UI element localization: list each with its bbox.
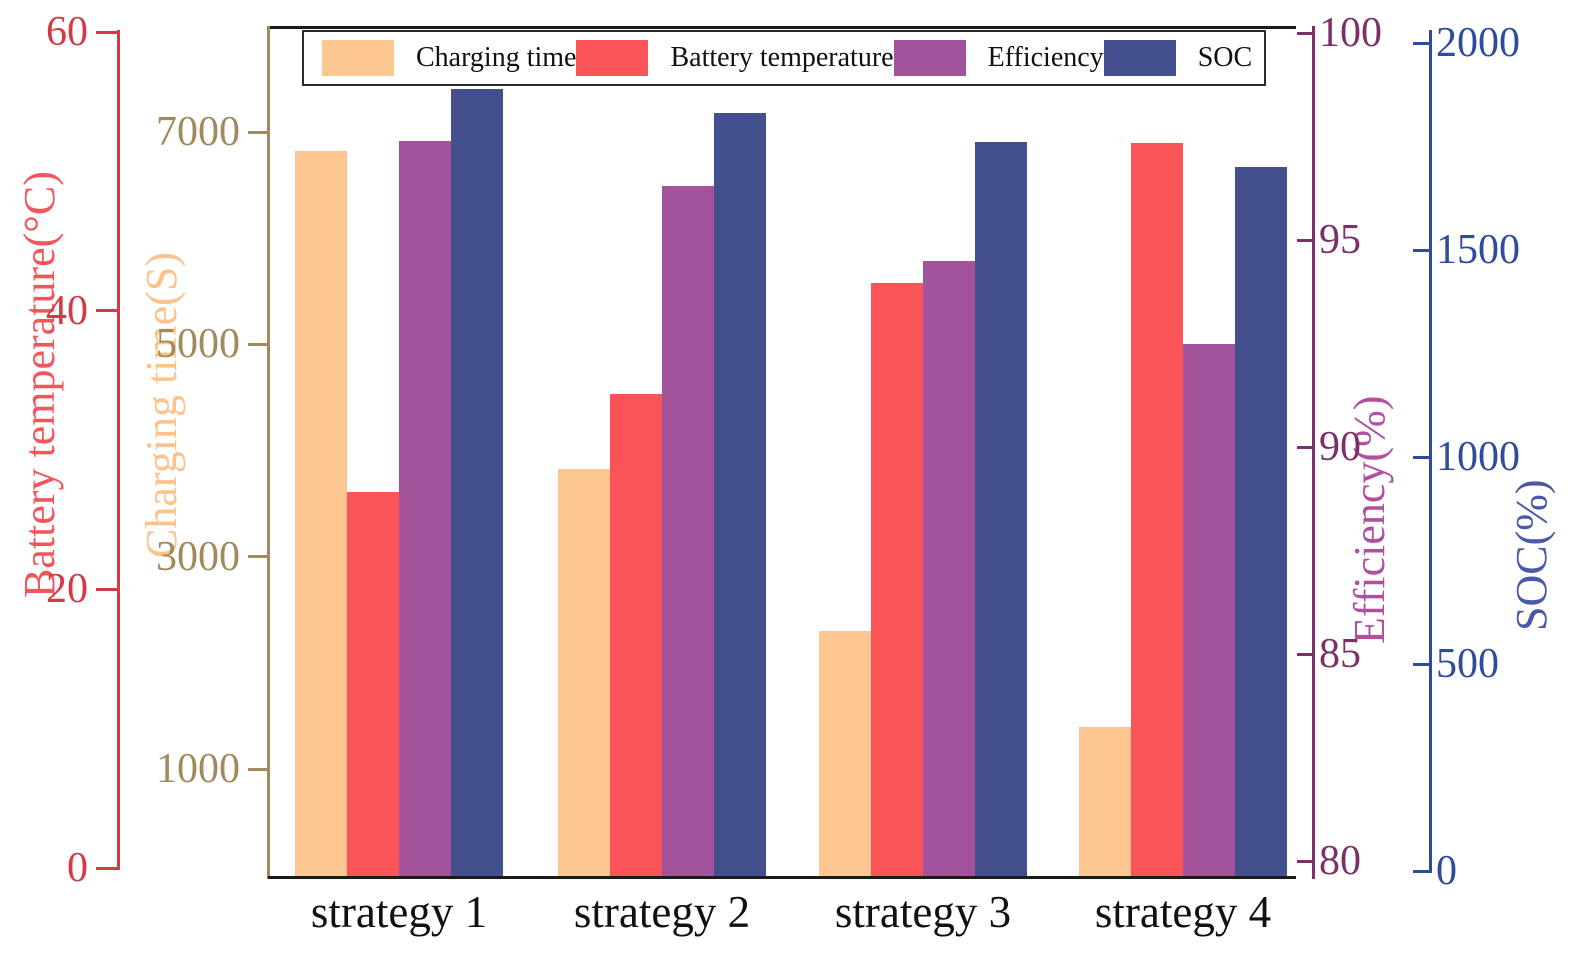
bar-soc-strategy-1 xyxy=(451,88,503,876)
legend-label: Battery temperature xyxy=(670,42,894,73)
axis-tick-efficiency-100 xyxy=(1297,31,1313,35)
axis-tick-soc-500 xyxy=(1413,662,1430,666)
axis-ticklabel-efficiency-80: 80 xyxy=(1319,838,1361,884)
legend-item-battery-temperature: Battery temperature xyxy=(576,40,894,76)
axis-tick-soc-1500 xyxy=(1413,248,1430,252)
axis-ticklabel-battery_temperature-20: 20 xyxy=(46,566,88,613)
axis-ticklabel-battery_temperature-60: 60 xyxy=(46,9,88,55)
axis-tick-soc-1000 xyxy=(1413,455,1430,459)
axis-ticklabel-soc-1000: 1000 xyxy=(1436,434,1520,480)
axis-ticklabel-efficiency-95: 95 xyxy=(1319,217,1361,263)
axis-title-charging-time: Charging time(S) xyxy=(137,252,186,558)
axis-ticklabel-efficiency-100: 100 xyxy=(1319,10,1382,56)
axis-tick-charging_time-3000 xyxy=(248,555,268,559)
axis-tick-battery_temperature-20 xyxy=(96,587,118,591)
legend-swatch-efficiency xyxy=(893,40,966,76)
legend-label: Efficiency xyxy=(987,42,1104,73)
bar-battery-temperature-strategy-3 xyxy=(871,282,923,876)
axis-tick-charging_time-1000 xyxy=(248,767,268,771)
legend-label: Charging time xyxy=(416,42,577,73)
legend-label: SOC xyxy=(1197,42,1253,73)
axis-ticklabel-charging_time-3000: 3000 xyxy=(156,533,240,580)
axis-ticklabel-battery_temperature-0: 0 xyxy=(67,845,88,891)
legend-item-efficiency: Efficiency xyxy=(893,40,1104,76)
bar-efficiency-strategy-1 xyxy=(399,140,451,876)
axis-tick-soc-2000 xyxy=(1413,41,1430,45)
axis-ticklabel-soc-500: 500 xyxy=(1436,641,1499,687)
axis-ticklabel-charging_time-5000: 5000 xyxy=(156,321,240,368)
axis-ticklabel-soc-1500: 1500 xyxy=(1436,227,1520,273)
bar-charging-time-strategy-1 xyxy=(295,151,347,876)
category-label-strategy-1: strategy 1 xyxy=(310,887,488,937)
axis-spine-charging_time xyxy=(266,26,270,879)
axis-tick-soc-0 xyxy=(1413,869,1430,873)
axis-spine-efficiency xyxy=(1311,26,1315,879)
bar-soc-strategy-3 xyxy=(975,142,1027,876)
category-label-strategy-4: strategy 4 xyxy=(1094,887,1272,937)
bar-charging-time-strategy-4 xyxy=(1079,726,1131,876)
bar-battery-temperature-strategy-4 xyxy=(1131,143,1183,876)
legend-swatch-soc xyxy=(1103,40,1176,76)
legend-item-soc: SOC xyxy=(1103,40,1253,76)
axis-ticklabel-battery_temperature-40: 40 xyxy=(46,287,88,334)
axis-tick-efficiency-90 xyxy=(1297,445,1313,449)
axis-tick-efficiency-85 xyxy=(1297,652,1313,656)
bar-charging-time-strategy-2 xyxy=(558,468,610,876)
axis-spine-battery_temperature xyxy=(116,30,120,870)
axis-ticklabel-soc-0: 0 xyxy=(1436,848,1457,894)
plot-frame-bottom xyxy=(268,876,1296,879)
legend-swatch-charging-time xyxy=(322,40,394,76)
bar-battery-temperature-strategy-1 xyxy=(347,491,399,876)
plot-frame-top xyxy=(268,26,1296,29)
axis-ticklabel-soc-2000: 2000 xyxy=(1436,20,1520,66)
axis-tick-efficiency-95 xyxy=(1297,238,1313,242)
axis-tick-battery_temperature-0 xyxy=(96,866,118,870)
axis-title-efficiency: Efficiency(%) xyxy=(1345,395,1394,645)
axis-ticklabel-efficiency-85: 85 xyxy=(1319,631,1361,677)
axis-ticklabel-charging_time-7000: 7000 xyxy=(156,109,240,155)
category-label-strategy-2: strategy 2 xyxy=(573,887,751,937)
axis-spine-soc xyxy=(1428,30,1432,873)
bar-charging-time-strategy-3 xyxy=(819,630,871,876)
bar-soc-strategy-4 xyxy=(1235,167,1287,876)
axis-tick-efficiency-80 xyxy=(1297,859,1313,863)
axis-tick-battery_temperature-40 xyxy=(96,309,118,313)
axis-ticklabel-efficiency-90: 90 xyxy=(1319,424,1361,470)
bar-battery-temperature-strategy-2 xyxy=(610,394,662,876)
bar-efficiency-strategy-2 xyxy=(662,186,714,876)
category-label-strategy-3: strategy 3 xyxy=(834,887,1012,937)
legend-swatch-battery-temperature xyxy=(576,40,649,76)
axis-tick-charging_time-7000 xyxy=(248,130,268,134)
bar-efficiency-strategy-4 xyxy=(1183,343,1235,876)
axis-title-battery-temperature: Battery temperature(°C) xyxy=(15,171,64,599)
legend-item-charging-time: Charging time xyxy=(322,40,576,76)
axis-ticklabel-charging_time-1000: 1000 xyxy=(156,746,240,792)
chart-legend: Charging time Battery temperature Efficien… xyxy=(302,30,1266,86)
bar-soc-strategy-2 xyxy=(714,113,766,876)
axis-title-soc: SOC(%) xyxy=(1507,479,1556,631)
axis-tick-charging_time-5000 xyxy=(248,342,268,346)
axis-tick-battery_temperature-60 xyxy=(96,30,118,34)
bar-efficiency-strategy-3 xyxy=(923,260,975,876)
